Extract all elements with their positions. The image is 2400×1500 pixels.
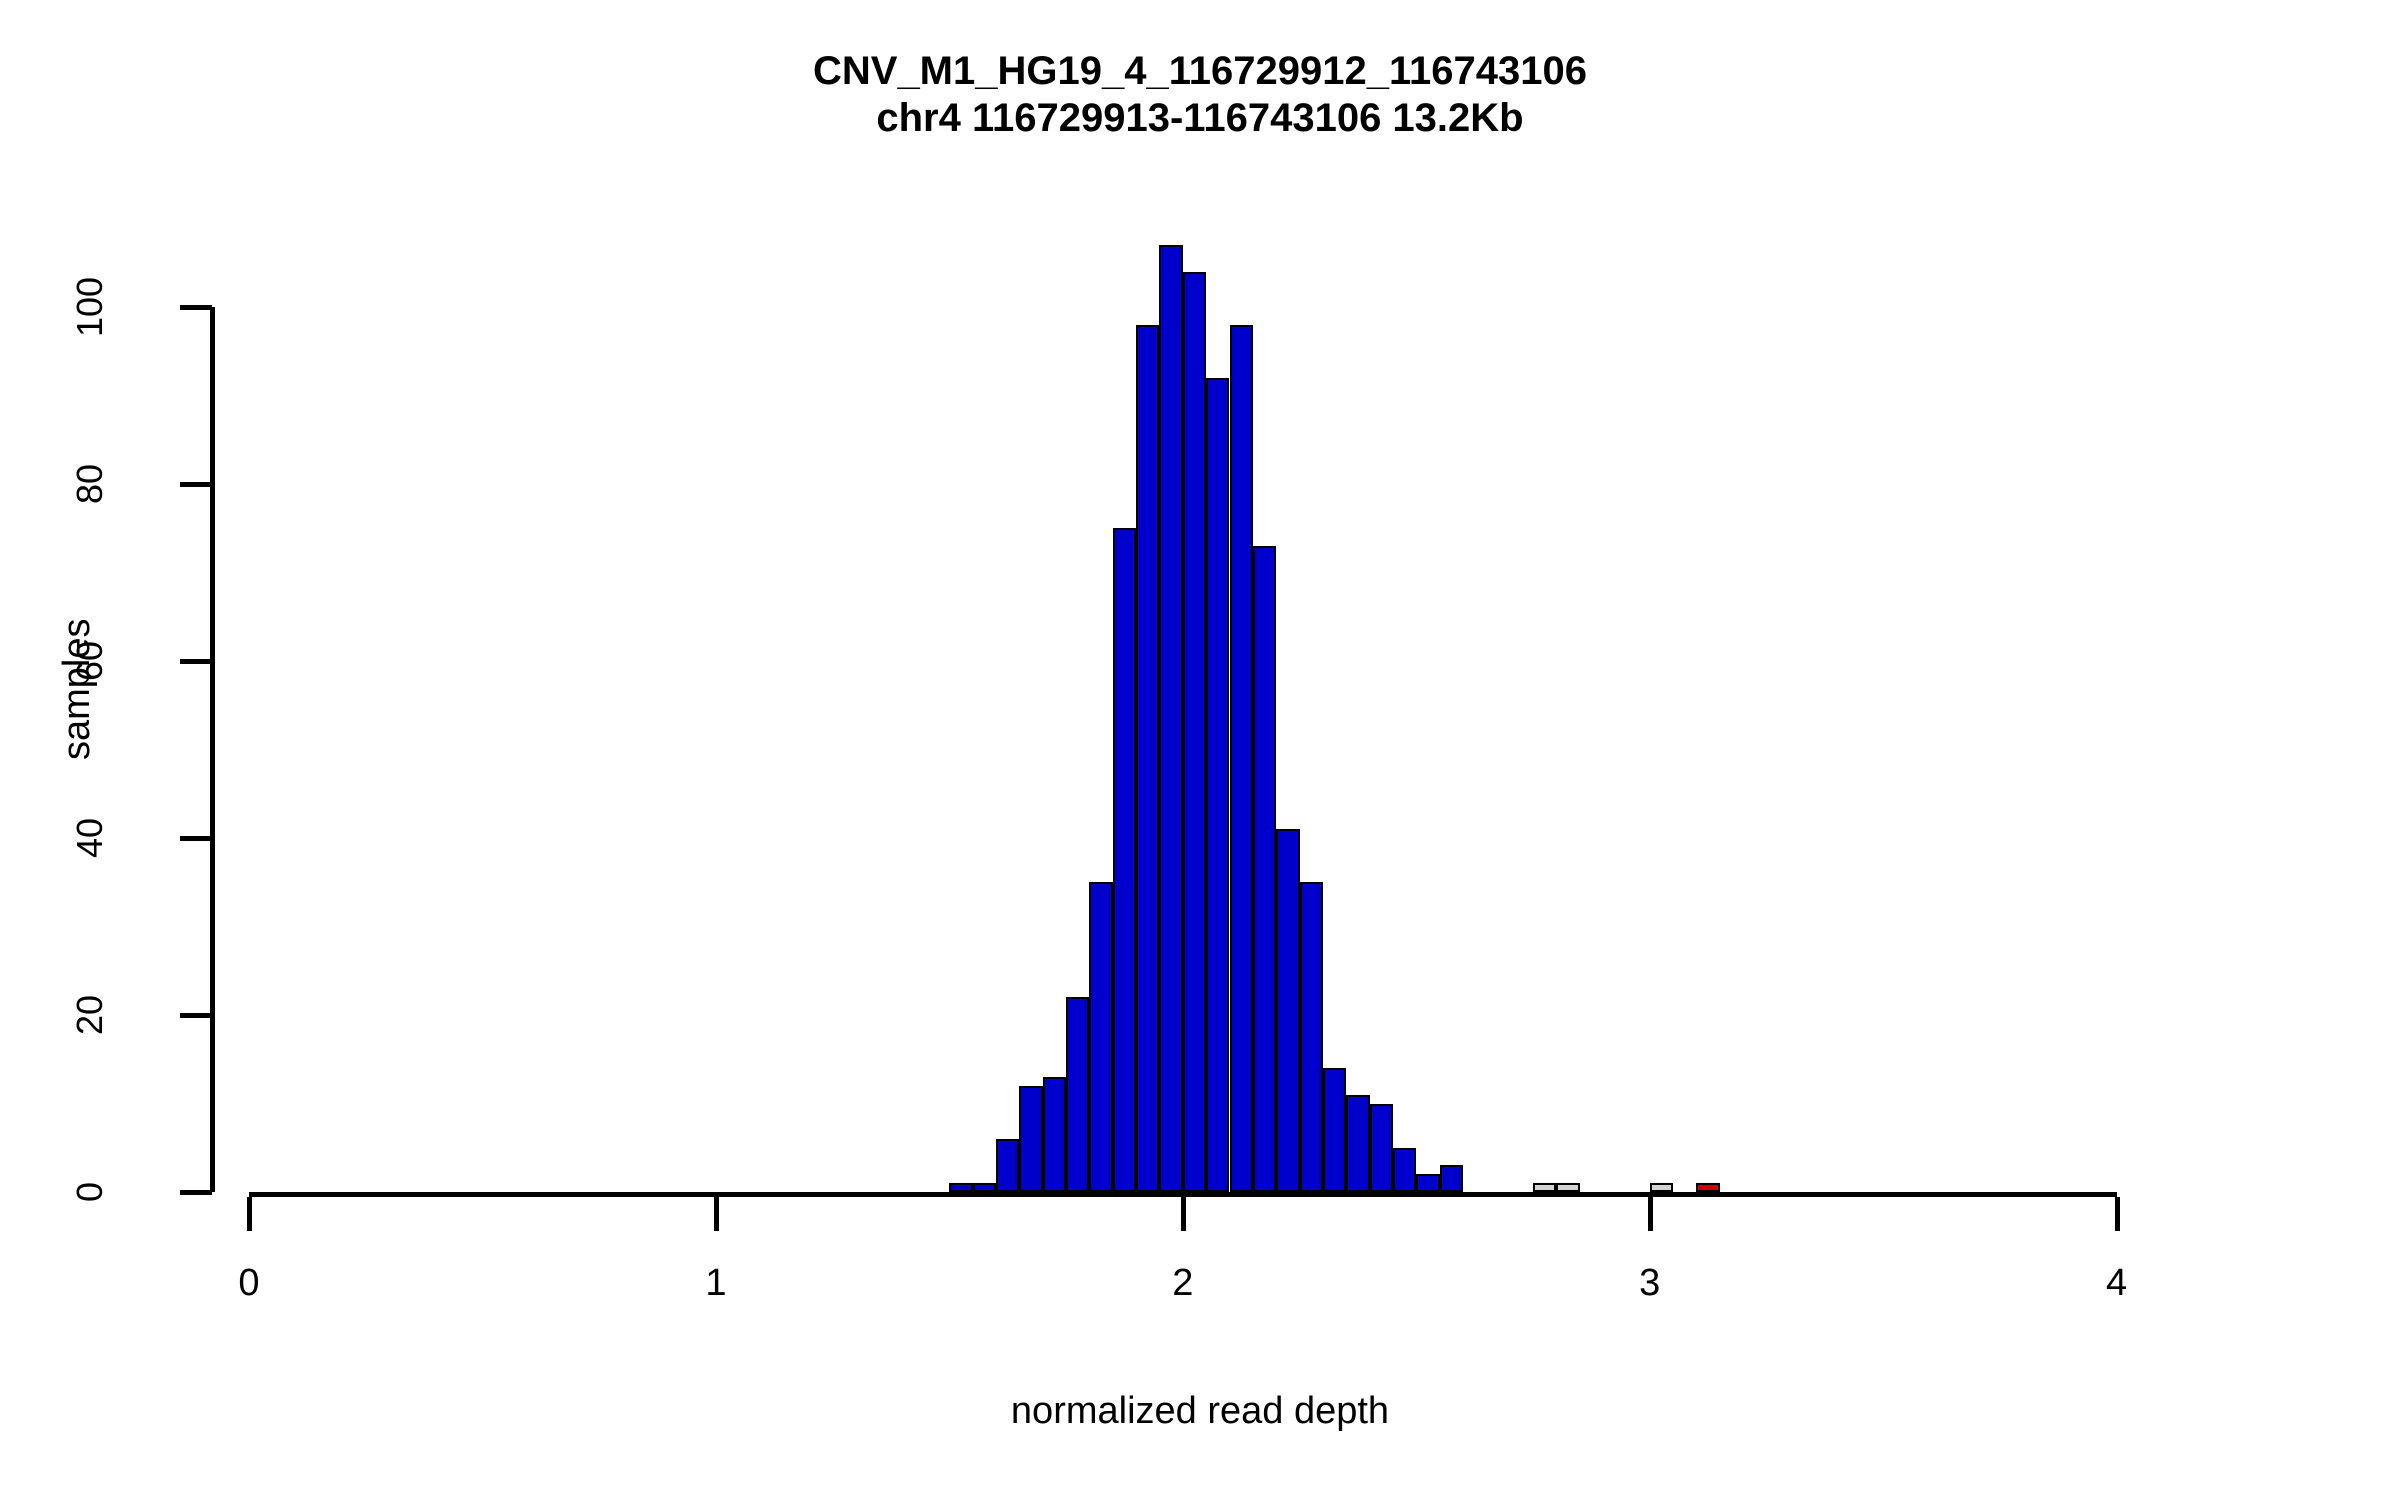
histogram-bar — [1532, 1183, 1557, 1192]
y-axis-title: samples — [56, 618, 98, 761]
histogram-bar — [1416, 1174, 1440, 1192]
x-axis-line — [249, 1192, 2117, 1197]
y-axis-tick — [180, 482, 212, 487]
y-axis-tick-label: 80 — [69, 463, 110, 505]
histogram-bar — [1346, 1094, 1370, 1192]
x-axis-tick — [247, 1197, 252, 1231]
y-axis-tick-label: 100 — [69, 276, 110, 338]
histogram-bar — [1182, 271, 1207, 1192]
x-axis-tick — [1180, 1197, 1186, 1231]
histogram-bar — [1112, 528, 1137, 1192]
y-axis-line — [210, 307, 215, 1192]
y-axis-tick-label: 0 — [69, 1181, 110, 1203]
histogram-bar — [1042, 1076, 1067, 1192]
x-axis-tick — [1647, 1197, 1653, 1231]
x-axis-tick-label: 3 — [1639, 1262, 1661, 1304]
chart-title-line-2: chr4 116729913-116743106 13.2Kb — [876, 96, 1524, 141]
x-axis-tick-label: 0 — [238, 1262, 260, 1304]
histogram-bar — [1019, 1085, 1043, 1192]
x-axis-tick-label: 2 — [1172, 1262, 1194, 1304]
y-axis-tick — [180, 659, 212, 664]
y-axis-tick-label: 40 — [69, 817, 110, 859]
histogram-bar — [1696, 1183, 1720, 1192]
histogram-bar — [1369, 1103, 1393, 1192]
chart-title-line-1: CNV_M1_HG19_4_116729912_116743106 — [812, 49, 1587, 93]
y-axis-tick — [180, 1013, 212, 1018]
histogram-bar — [1556, 1183, 1580, 1192]
histogram-bar — [1322, 1068, 1347, 1192]
histogram-bar — [1299, 882, 1323, 1192]
x-axis-tick-label: 4 — [2106, 1262, 2128, 1304]
histogram-bar — [972, 1183, 997, 1192]
y-axis-tick — [180, 836, 212, 841]
histogram-bar — [1206, 377, 1230, 1192]
y-axis-tick — [180, 1190, 212, 1195]
histogram-bar — [1159, 245, 1183, 1192]
y-axis-tick — [180, 305, 212, 310]
histogram-bar — [1089, 882, 1113, 1192]
x-axis-tick — [713, 1197, 719, 1231]
x-axis-title: normalized read depth — [1010, 1390, 1390, 1432]
histogram-bar — [1649, 1183, 1674, 1192]
histogram-bar — [1066, 997, 1090, 1192]
histogram-bar — [949, 1183, 973, 1192]
histogram-bar — [996, 1138, 1020, 1192]
x-axis-tick-label: 1 — [705, 1262, 727, 1304]
histogram-bar — [1136, 324, 1160, 1192]
histogram-bar — [1276, 829, 1300, 1192]
y-axis-tick-label: 20 — [69, 994, 110, 1036]
histogram-bar — [1392, 1147, 1417, 1192]
chart-title: CNV_M1_HG19_4_116729912_116743106 chr4 1… — [0, 48, 2400, 142]
histogram-bar — [1252, 545, 1277, 1192]
histogram-bar — [1439, 1165, 1463, 1192]
histogram-bar — [1229, 324, 1253, 1192]
x-axis-tick — [2114, 1197, 2120, 1231]
